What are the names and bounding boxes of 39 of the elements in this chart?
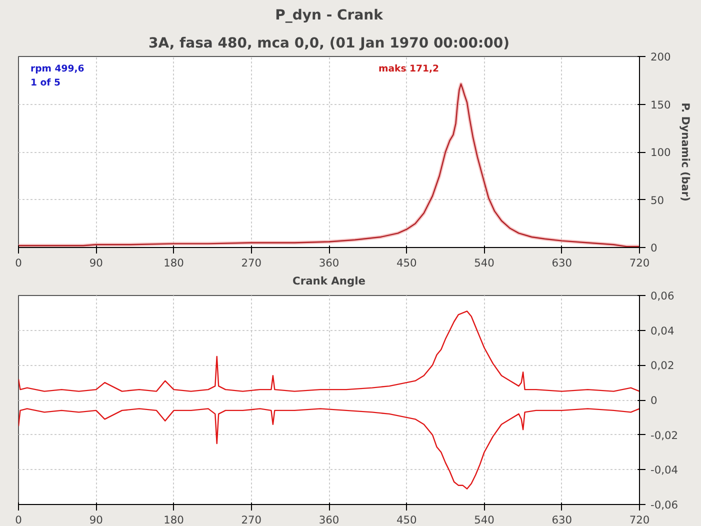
y-tick-label: -0,04 xyxy=(650,464,678,477)
y-tick-label: 0,06 xyxy=(650,290,674,302)
line-series xyxy=(18,408,640,490)
y-tick-label: 0,02 xyxy=(650,359,674,372)
x-tick-label: 360 xyxy=(318,514,340,526)
y-tick-label: 100 xyxy=(650,146,672,159)
y-tick-label: 50 xyxy=(650,194,664,207)
y-tick-label: 150 xyxy=(650,98,672,112)
chart-subtitle: 3A, fasa 480, mca 0,0, (01 Jan 1970 00:00:00) xyxy=(148,36,510,52)
x-tick-label: 720 xyxy=(629,256,650,270)
y-tick-label: -0,02 xyxy=(650,428,678,442)
annotation: maks 171,2 xyxy=(378,64,440,74)
x-axis-title: Crank Angle xyxy=(292,274,366,288)
chart-title: P_dyn - Crank xyxy=(275,8,384,24)
y-tick-label: -0,06 xyxy=(650,498,678,512)
x-tick-label: 630 xyxy=(552,514,572,526)
x-tick-label: 540 xyxy=(474,256,495,270)
y-tick-label: 0 xyxy=(650,394,658,407)
y-tick-label: 200 xyxy=(650,50,672,64)
annotation: 1 of 5 xyxy=(30,78,60,88)
x-tick-label: 450 xyxy=(396,256,418,270)
x-tick-label: 180 xyxy=(164,514,184,526)
x-tick-label: 270 xyxy=(241,514,262,526)
line-series xyxy=(18,310,640,392)
y-tick-label: 0,04 xyxy=(650,324,674,338)
x-tick-label: 360 xyxy=(318,256,340,270)
x-tick-label: 540 xyxy=(474,514,495,526)
x-tick-label: 90 xyxy=(89,514,104,526)
y-tick-label: 0 xyxy=(650,242,658,254)
x-tick-label: 630 xyxy=(552,256,572,270)
x-tick-label: 0 xyxy=(15,256,22,270)
x-tick-label: 0 xyxy=(15,514,22,526)
x-tick-label: 180 xyxy=(164,256,184,270)
x-tick-label: 450 xyxy=(396,514,418,526)
y-axis-title: P. Dynamic (bar) xyxy=(678,102,692,202)
x-tick-label: 720 xyxy=(629,514,650,526)
annotation: rpm 499,6 xyxy=(30,64,84,74)
x-tick-label: 90 xyxy=(89,256,104,270)
x-tick-label: 270 xyxy=(241,256,262,270)
